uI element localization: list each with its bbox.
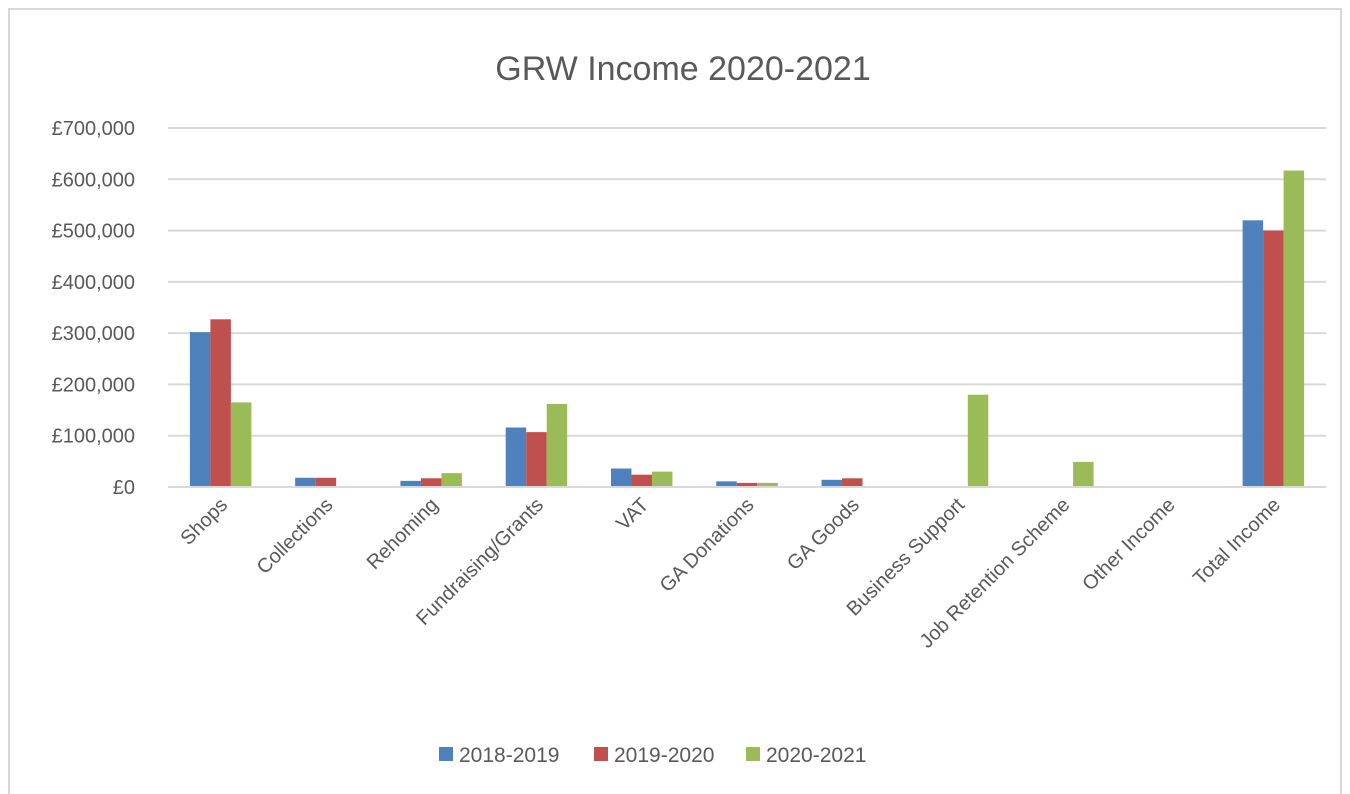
x-category-label: Shops xyxy=(177,494,233,550)
bar xyxy=(546,403,568,487)
x-category-label: Other Income xyxy=(1078,494,1179,595)
bars xyxy=(168,170,1326,488)
y-tick-label: £300,000 xyxy=(52,323,135,345)
bar xyxy=(821,479,843,487)
y-tick-label: £0 xyxy=(113,477,135,499)
bar xyxy=(1263,230,1284,488)
bar xyxy=(967,394,989,487)
bar xyxy=(842,478,863,487)
bar xyxy=(526,432,547,487)
legend-label: 2018-2019 xyxy=(459,744,559,767)
bar xyxy=(757,482,778,487)
legend-swatch xyxy=(746,747,760,761)
gridlines xyxy=(168,127,1326,488)
bar xyxy=(610,468,632,487)
legend-swatch xyxy=(439,747,453,761)
y-tick-label: £200,000 xyxy=(52,374,135,396)
x-category-label: VAT xyxy=(612,494,653,535)
bar xyxy=(1073,461,1094,487)
y-tick-label: £100,000 xyxy=(52,426,135,448)
legend: 2018-2019 2019-2020 2020-2021 xyxy=(439,744,866,767)
bar xyxy=(651,471,673,487)
bar xyxy=(1242,220,1264,488)
legend-swatch xyxy=(594,747,608,761)
x-category-label: Collections xyxy=(253,494,338,579)
bar xyxy=(631,474,652,487)
bar xyxy=(716,481,737,487)
bar xyxy=(1283,170,1305,487)
bar xyxy=(505,427,527,487)
bar xyxy=(736,482,758,487)
y-tick-label: £500,000 xyxy=(52,221,135,243)
x-category-label: Rehoming xyxy=(363,494,443,574)
x-category-label: GA Donations xyxy=(656,494,759,597)
chart-title: GRW Income 2020-2021 xyxy=(495,50,870,88)
legend-label: 2019-2020 xyxy=(614,744,714,767)
bar xyxy=(210,319,231,487)
bar xyxy=(441,473,462,487)
y-tick-label: £700,000 xyxy=(52,118,135,140)
bar xyxy=(189,332,211,487)
y-tick-label: £400,000 xyxy=(52,272,135,294)
bar xyxy=(230,402,252,487)
legend-label: 2020-2021 xyxy=(766,744,866,767)
bar xyxy=(295,477,316,487)
bar xyxy=(400,480,421,487)
bar xyxy=(315,477,337,487)
x-axis-categories: Shops Collections RehomingFundraising/Gran… xyxy=(177,494,1285,653)
x-category-label: GA Goods xyxy=(783,494,864,575)
y-axis-ticks: £0 £100,000 £200,000 £300,000 £400,000 £500,0… xyxy=(52,118,135,499)
y-tick-label: £600,000 xyxy=(52,169,135,191)
bar xyxy=(420,478,442,487)
x-category-label: Total Income xyxy=(1189,494,1285,590)
